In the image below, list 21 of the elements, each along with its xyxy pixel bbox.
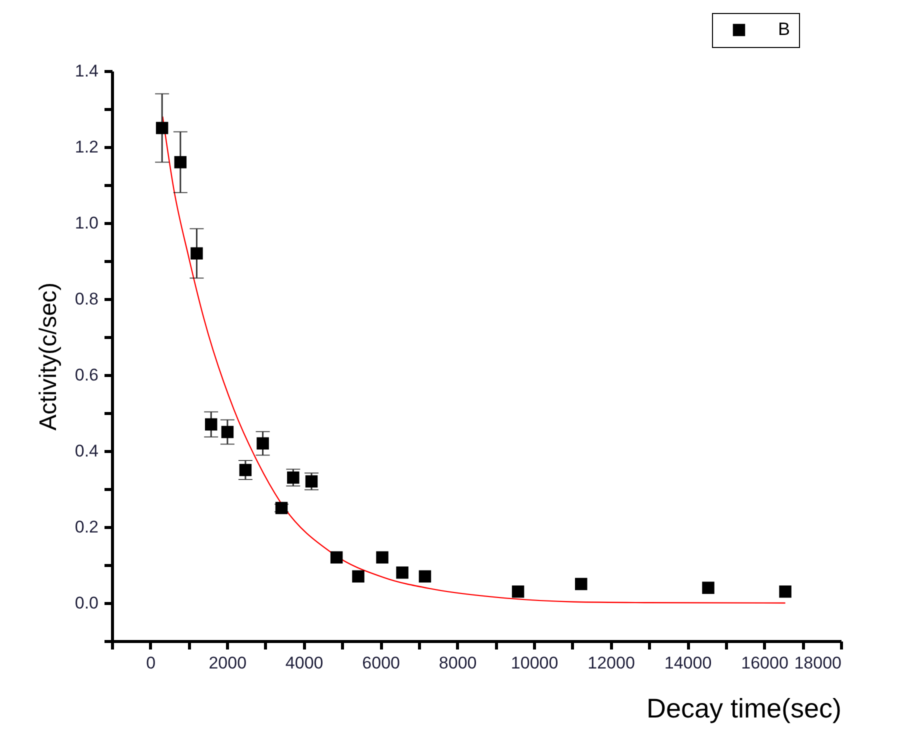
y-tick-label: 1.2 [74, 138, 98, 156]
x-tick-label: 0 [146, 654, 156, 672]
x-tick-label: 12000 [588, 654, 635, 672]
y-tick-label: 1.4 [74, 62, 98, 80]
y-tick-label: 0.4 [74, 442, 98, 460]
x-tick-label: 10000 [510, 654, 558, 672]
x-tick-label: 16000 [741, 654, 788, 672]
x-tick-label: 4000 [285, 654, 324, 672]
x-tick-label: 18000 [794, 654, 842, 672]
y-axis-title: Activity(c/sec) [34, 282, 62, 431]
x-tick-label: 8000 [438, 654, 477, 672]
legend-label: B [778, 19, 790, 39]
x-tick-label: 14000 [664, 654, 712, 672]
x-tick-label: 2000 [208, 654, 247, 672]
x-tick-label: 6000 [362, 654, 400, 672]
x-axis-title: Decay time(sec) [646, 694, 842, 724]
y-tick-label: 0.6 [74, 366, 98, 384]
y-tick-label: 1.0 [74, 214, 98, 232]
y-tick-label: 0.2 [74, 518, 98, 536]
y-tick-label: 0.0 [74, 594, 98, 612]
y-tick-label: 0.8 [74, 290, 98, 308]
